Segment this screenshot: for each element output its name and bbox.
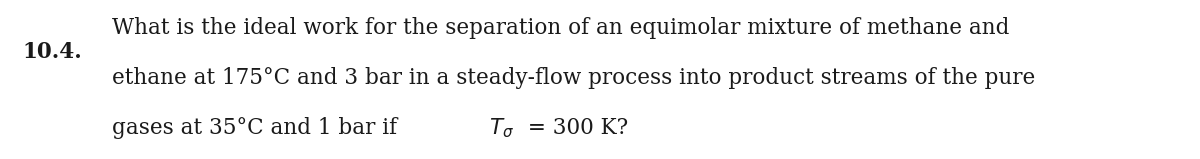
Text: = 300 K?: = 300 K? [521,117,628,139]
Text: ethane at 175°C and 3 bar in a steady-flow process into product streams of the p: ethane at 175°C and 3 bar in a steady-fl… [112,67,1036,89]
Text: 10.4.: 10.4. [22,41,82,63]
Text: What is the ideal work for the separation of an equimolar mixture of methane and: What is the ideal work for the separatio… [112,17,1009,39]
Text: gases at 35°C and 1 bar if: gases at 35°C and 1 bar if [112,117,404,139]
Text: $T_\sigma$: $T_\sigma$ [488,116,514,140]
